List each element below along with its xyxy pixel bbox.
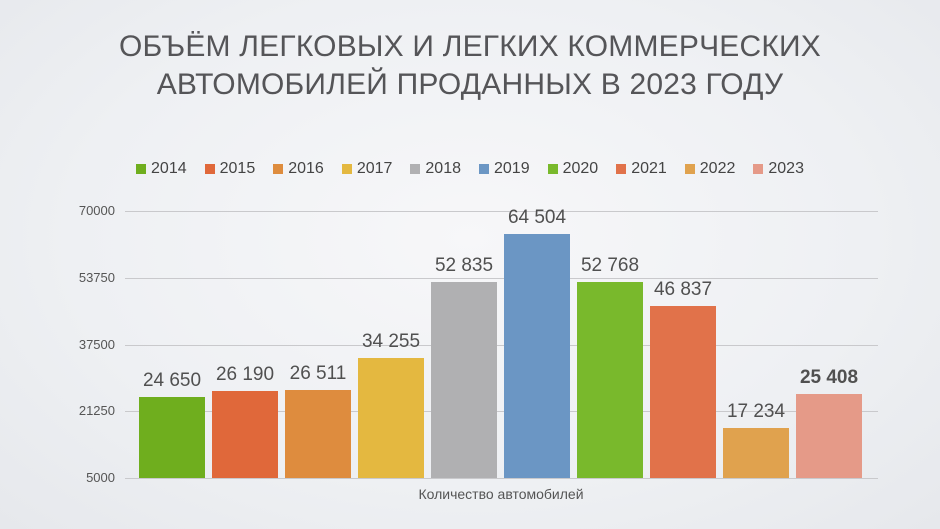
data-label-2023: 25 408 <box>799 367 859 389</box>
data-label-2017: 34 255 <box>361 330 421 352</box>
legend-item-2016: 2016 <box>273 160 324 178</box>
y-tick-label: 53750 <box>78 270 115 285</box>
legend-label: 2016 <box>288 160 324 177</box>
chart-title-line2: АВТОМОБИЛЕЙ ПРОДАННЫХ В 2023 ГОДУ <box>156 68 784 101</box>
legend-item-2014: 2014 <box>136 160 187 178</box>
bar-2022 <box>723 427 789 478</box>
legend-swatch-icon <box>547 164 558 174</box>
legend-label: 2018 <box>425 160 461 177</box>
data-label-2016: 26 511 <box>289 362 347 384</box>
bar-2018 <box>431 281 497 478</box>
bar-2021 <box>650 306 716 478</box>
x-axis-label: Количество автомобилей <box>418 486 584 502</box>
legend-item-2020: 2020 <box>547 160 599 178</box>
legend-swatch-icon <box>273 164 284 174</box>
bar-2014 <box>139 397 205 478</box>
chart-legend: 2014 2015 2016 2017 2018 2019 2020 2021 2022 2023 <box>0 160 940 178</box>
legend-swatch-icon <box>136 164 147 174</box>
chart-title-line1: ОБЪЁМ ЛЕГКОВЫХ И ЛЕГКИХ КОММЕРЧЕСКИХ <box>118 30 822 63</box>
gridline <box>125 411 878 412</box>
y-tick-label: 21250 <box>78 403 115 418</box>
legend-label: 2014 <box>151 160 187 177</box>
legend-swatch-icon <box>479 164 489 174</box>
legend-swatch-icon <box>410 164 421 174</box>
legend-item-2021: 2021 <box>616 160 667 178</box>
legend-label: 2019 <box>494 160 530 177</box>
data-label-2022: 17 234 <box>726 400 786 422</box>
bar-2015 <box>212 390 278 478</box>
bar-2020 <box>577 281 643 478</box>
y-tick-label: 37500 <box>78 337 115 352</box>
data-label-2020: 52 768 <box>580 254 640 276</box>
data-label-2021: 46 837 <box>653 279 713 301</box>
data-label-2019: 64 504 <box>507 206 567 228</box>
legend-swatch-icon <box>684 164 695 174</box>
legend-swatch-icon <box>753 164 764 174</box>
legend-item-2023: 2023 <box>753 160 804 178</box>
data-label-2018: 52 835 <box>434 254 494 276</box>
chart-title: ОБЪЁМ ЛЕГКОВЫХ И ЛЕГКИХ КОММЕРЧЕСКИХ АВТ… <box>0 28 940 104</box>
bar-2017 <box>358 357 424 478</box>
bar-2023 <box>796 394 862 478</box>
data-label-2015: 26 190 <box>215 363 275 385</box>
legend-item-2019: 2019 <box>479 160 530 178</box>
bar-2019 <box>504 233 570 478</box>
y-tick-label: 5000 <box>86 470 115 485</box>
gridline <box>125 278 878 279</box>
legend-swatch-icon <box>341 164 352 174</box>
legend-label: 2023 <box>768 160 804 177</box>
data-label-2014: 24 650 <box>142 370 202 392</box>
y-tick-label: 70000 <box>78 203 115 218</box>
gridline <box>125 478 878 479</box>
legend-item-2022: 2022 <box>684 160 736 178</box>
legend-label: 2020 <box>562 160 599 177</box>
gridline <box>125 345 878 346</box>
legend-item-2018: 2018 <box>410 160 461 178</box>
legend-item-2015: 2015 <box>204 160 256 178</box>
gridline <box>125 211 878 212</box>
legend-swatch-icon <box>616 164 627 174</box>
legend-label: 2022 <box>699 160 736 177</box>
legend-label: 2015 <box>219 160 256 177</box>
legend-swatch-icon <box>204 164 215 174</box>
legend-label: 2021 <box>631 160 667 177</box>
legend-item-2017: 2017 <box>341 160 393 178</box>
bar-2016 <box>285 389 351 478</box>
legend-label: 2017 <box>356 160 393 177</box>
